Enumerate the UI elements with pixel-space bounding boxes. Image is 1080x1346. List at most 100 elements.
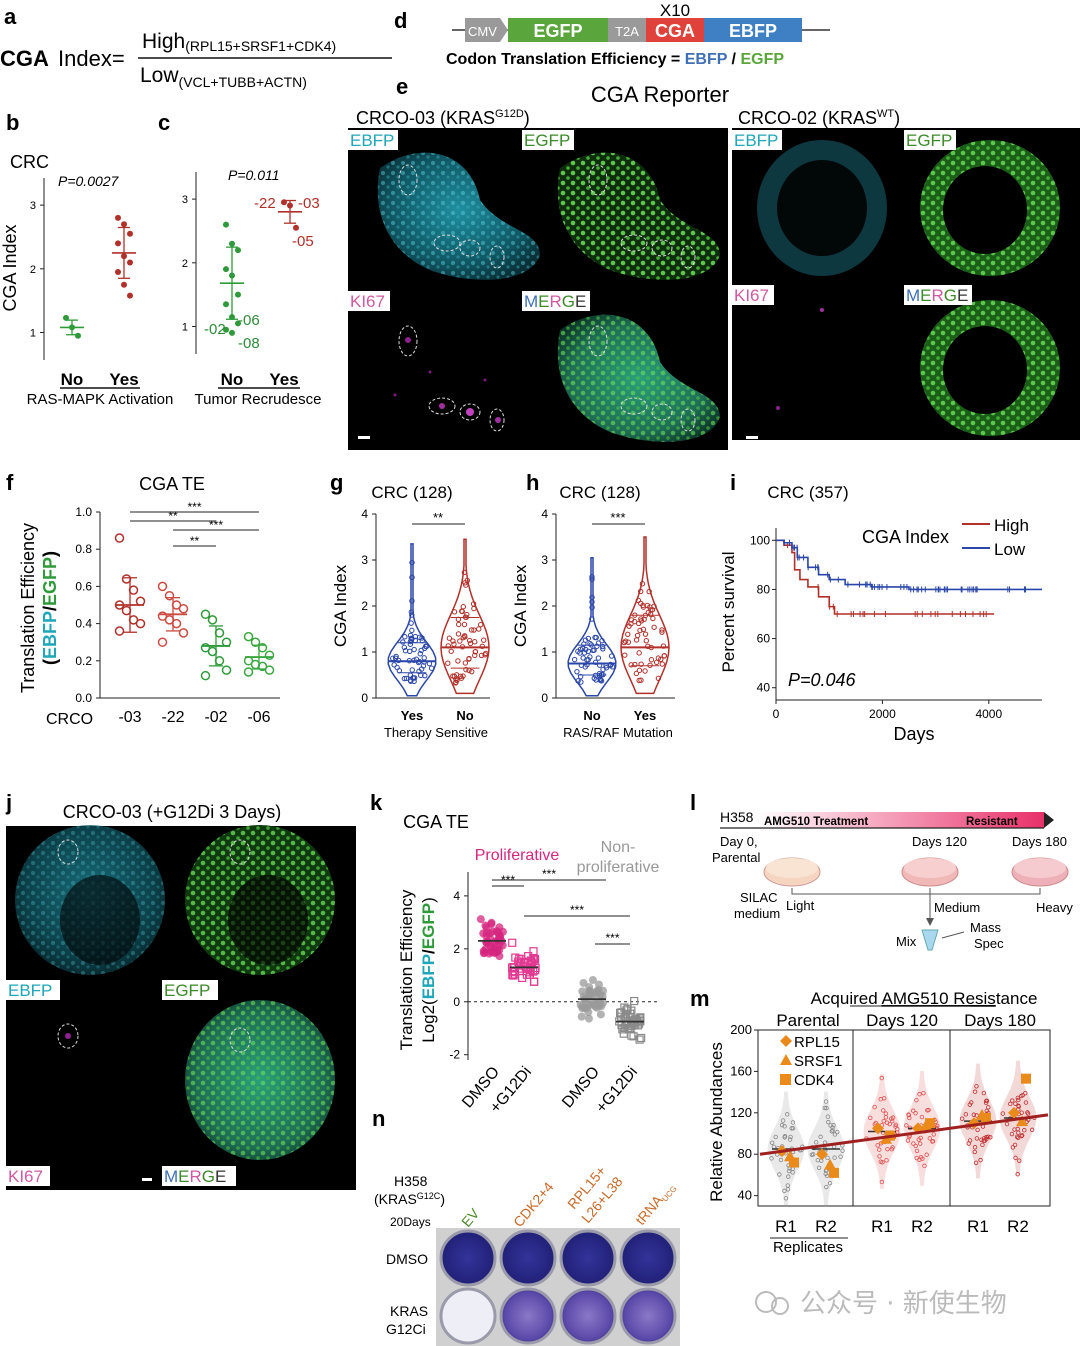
data-point	[637, 627, 643, 634]
medium-label: Medium	[934, 900, 980, 915]
data-point	[451, 609, 458, 615]
data-point	[789, 1126, 794, 1131]
spec-label: Spec	[974, 936, 1004, 951]
data-point	[529, 947, 538, 956]
data-point	[578, 1004, 587, 1013]
mass-label: Mass	[970, 920, 1002, 935]
mix-connector	[791, 888, 1041, 895]
well-dmso	[559, 1229, 617, 1287]
data-point	[973, 1160, 979, 1165]
panel-h-violins	[567, 536, 670, 697]
data-point	[250, 637, 261, 647]
data-point	[577, 646, 584, 652]
label-c: c	[158, 110, 170, 135]
data-point	[207, 615, 218, 625]
data-point	[769, 1140, 775, 1145]
data-point	[786, 1174, 791, 1179]
light-label: Light	[786, 898, 815, 913]
panel-k-ylabel1: Translation Efficiency	[397, 889, 416, 1050]
row-g12ci: G12Ci	[386, 1321, 426, 1337]
j-ki67-label: KI67	[8, 1167, 43, 1186]
data-point	[884, 1158, 889, 1163]
t2a-label: T2A	[615, 24, 639, 39]
panel-m-chart: Acquired AMG510 Resistance Parental Days…	[707, 989, 1051, 1256]
data-point	[619, 1029, 628, 1038]
data-point	[409, 598, 415, 604]
panel-b-pval: P=0.0027	[58, 173, 120, 189]
data-point	[592, 990, 601, 999]
data-point	[121, 281, 127, 288]
well-dmso	[499, 1229, 557, 1287]
mix-label: Mix	[896, 934, 917, 949]
panel-i-pval: P=0.046	[788, 670, 857, 690]
panel-h-xtick-no: No	[583, 708, 600, 723]
panel-n-cell: H358	[394, 1173, 428, 1189]
group-d180: Days 180	[964, 1011, 1036, 1030]
data-point	[114, 626, 125, 636]
panel-c-xtick-no: No	[221, 370, 244, 389]
data-point	[905, 1138, 911, 1143]
data-point	[408, 635, 414, 642]
data-point	[495, 952, 504, 961]
panel-f-xprefix: CRCO	[46, 711, 93, 728]
data-point	[972, 1149, 977, 1155]
data-point	[648, 607, 654, 613]
data-point	[453, 679, 459, 685]
data-point	[647, 662, 653, 668]
data-point	[917, 1092, 922, 1097]
data-point	[967, 1138, 973, 1143]
data-point	[790, 1126, 796, 1131]
data-point	[982, 1136, 987, 1141]
cga-label: CGA	[655, 21, 695, 41]
data-point	[972, 1089, 978, 1094]
data-point	[628, 662, 634, 668]
data-point	[633, 637, 640, 643]
data-point	[1019, 1133, 1024, 1139]
data-point	[530, 977, 539, 986]
data-point	[782, 1124, 787, 1129]
data-point	[472, 648, 479, 655]
data-point	[235, 320, 241, 327]
data-point	[476, 915, 485, 924]
data-point	[478, 652, 485, 659]
data-point	[458, 675, 465, 681]
data-point	[645, 643, 651, 649]
data-point	[639, 581, 646, 587]
data-point	[623, 1004, 632, 1013]
mix-arrowhead	[926, 918, 934, 926]
data-point	[782, 1188, 787, 1194]
data-point	[649, 607, 656, 613]
data-point	[591, 1000, 600, 1009]
ytick-label: 1.0	[75, 505, 92, 519]
construct-caption: Codon Translation Efficiency = EBFP / EG…	[446, 51, 784, 68]
panel-b-points	[60, 214, 136, 339]
panel-i-ylabel: Percent survival	[719, 552, 738, 673]
data-point	[885, 1146, 890, 1152]
data-point	[926, 1107, 931, 1113]
data-point	[971, 1112, 977, 1117]
panel-k-chart: CGA TE Proliferative Non- proliferative …	[397, 812, 660, 1116]
data-point	[963, 1112, 969, 1117]
cga-box	[646, 18, 704, 42]
data-point	[625, 639, 632, 645]
marker-cdk4	[1021, 1073, 1031, 1084]
row-dmso: DMSO	[386, 1251, 428, 1267]
data-point	[633, 670, 640, 677]
data-point	[827, 1180, 833, 1186]
panel-i-xlabel: Days	[893, 724, 934, 744]
xtick-label: R1	[775, 1217, 797, 1236]
ytick-label: 3	[30, 200, 36, 212]
data-point	[935, 1123, 940, 1129]
data-point	[121, 574, 132, 584]
data-point	[608, 653, 615, 659]
panel-b-xlabel: RAS-MAPK Activation	[27, 391, 174, 408]
data-point	[456, 621, 462, 628]
data-point	[471, 605, 477, 612]
data-point	[531, 955, 540, 964]
ytick-label: 0	[541, 691, 548, 705]
data-point	[811, 1152, 816, 1157]
panel-b-ylabel: CGA Index	[0, 224, 20, 311]
label-f: f	[6, 470, 14, 495]
data-point	[235, 291, 241, 298]
panel-i-legend-title: CGA Index	[862, 527, 949, 547]
